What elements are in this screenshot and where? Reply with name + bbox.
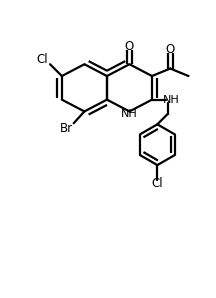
- Text: NH: NH: [163, 95, 180, 105]
- Text: O: O: [166, 43, 175, 56]
- Text: O: O: [125, 40, 134, 53]
- Text: Br: Br: [60, 122, 73, 135]
- Text: Cl: Cl: [37, 53, 48, 66]
- Text: Cl: Cl: [152, 177, 163, 190]
- Text: NH: NH: [121, 109, 138, 119]
